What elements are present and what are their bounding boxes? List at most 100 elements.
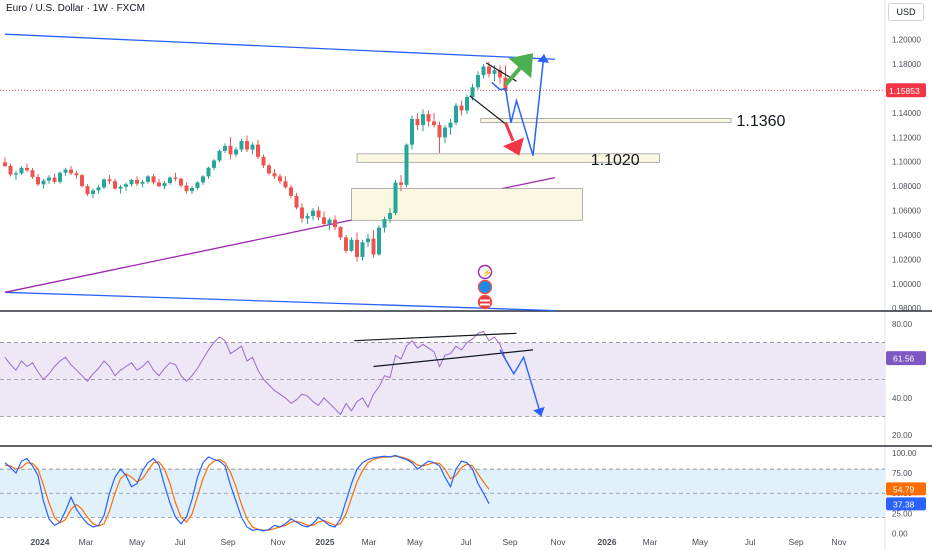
time-axis-label: Jul	[745, 537, 756, 547]
price-tick-label: 1.02000	[892, 255, 921, 264]
candle-body	[344, 237, 348, 251]
flag-lower-line	[469, 95, 506, 125]
candle-body	[459, 105, 464, 111]
candle-body	[256, 144, 260, 157]
candle-body	[448, 122, 453, 128]
time-axis-label: Sep	[220, 537, 235, 547]
bullish-arrow-shaft	[503, 63, 525, 87]
bearish-arrow-head	[503, 137, 524, 156]
price-tick-label: 1.14000	[892, 109, 921, 118]
lightning-glyph: ⚡	[482, 268, 492, 278]
currency-button[interactable]: USD	[888, 3, 924, 21]
price-tick-label: 1.12000	[892, 133, 921, 142]
candle-body	[250, 144, 255, 150]
us-event-icon[interactable]	[477, 294, 493, 310]
price-tick-label: 1.20000	[892, 36, 921, 45]
time-axis-label: Nov	[831, 537, 847, 547]
candle-body	[162, 183, 167, 187]
candle-body	[58, 172, 62, 182]
candle-body	[245, 140, 249, 150]
eu-event-icon[interactable]	[477, 279, 493, 295]
rsi-line	[4, 330, 506, 416]
candle-body	[47, 177, 51, 181]
candle-body	[498, 70, 502, 78]
candle-body	[80, 175, 84, 187]
candle-body	[3, 162, 7, 166]
candle-body	[404, 144, 409, 185]
level-label-1360: 1.1360	[737, 113, 786, 130]
rsi-value: 61.56	[893, 354, 915, 364]
stoch-k-badge	[886, 497, 926, 511]
rsi-tick-label: 40.00	[892, 394, 913, 403]
candle-body	[272, 173, 277, 177]
candle-body	[168, 177, 172, 184]
candle-body	[173, 177, 178, 179]
candle-body	[30, 170, 35, 177]
candle-body	[355, 239, 359, 257]
candle-body	[261, 156, 266, 166]
time-axis-label: 2025	[316, 537, 335, 547]
rsi-tick-label: 20.00	[892, 431, 913, 440]
channel-lower-line	[4, 291, 556, 312]
candle-body	[294, 195, 299, 208]
stoch-tick-label: 100.00	[892, 449, 917, 458]
us-flag-stripe	[480, 303, 490, 306]
candle-body	[239, 140, 244, 150]
candle-body	[278, 176, 282, 182]
candle-body	[327, 219, 332, 224]
candle-body	[360, 242, 365, 257]
candle-body	[443, 127, 447, 138]
candle-body	[322, 217, 326, 224]
candle-body	[223, 145, 227, 151]
candle-body	[349, 239, 354, 251]
candle-body	[228, 145, 233, 155]
candle-body	[124, 184, 128, 187]
candle-body	[487, 66, 491, 74]
time-axis-label: May	[129, 537, 146, 547]
candle-body	[234, 149, 238, 155]
time-axis-label: Sep	[502, 537, 517, 547]
zone-2-1020	[356, 153, 660, 163]
candle-body	[69, 169, 73, 174]
time-axis-label: Nov	[550, 537, 566, 547]
time-axis-label: May	[692, 537, 709, 547]
candle-body	[206, 167, 211, 177]
time-axis-label: Mar	[362, 537, 377, 547]
rsi-value-badge	[886, 351, 926, 366]
candle-body	[41, 180, 46, 185]
projected-path-arrowhead	[537, 54, 550, 63]
time-axis-label: Jul	[175, 537, 186, 547]
stoch-k-line	[4, 454, 490, 532]
last-price-value: 1.15853	[889, 86, 920, 96]
price-tick-label: 1.18000	[892, 60, 921, 69]
price-tick-label: 1.08000	[892, 182, 921, 191]
rsi-divergence-low	[373, 349, 534, 368]
candle-body	[217, 150, 222, 161]
candle-body	[289, 187, 293, 196]
candle-body	[393, 182, 398, 213]
candle-body	[96, 187, 101, 191]
zone-1-1360	[480, 118, 732, 123]
time-axis-label: Mar	[643, 537, 658, 547]
candle-body	[465, 97, 469, 111]
candle-body	[410, 119, 414, 145]
candle-body	[102, 179, 106, 188]
candle-body	[8, 166, 13, 175]
stoch-tick-label: 0.00	[892, 529, 908, 538]
candle-body	[300, 207, 304, 219]
candle-body	[157, 182, 161, 187]
time-axis-label: 2024	[31, 537, 50, 547]
candle-body	[377, 227, 381, 255]
stoch-tick-label: 25.00	[892, 509, 913, 518]
candle-body	[382, 219, 387, 228]
candle-body	[140, 181, 145, 184]
price-tick-label: 1.10000	[892, 158, 921, 167]
bullish-arrow-head	[508, 53, 533, 79]
stoch-d-line	[4, 455, 490, 531]
candle-body	[399, 182, 403, 185]
channel-upper-line	[4, 33, 556, 60]
lightning-event-icon[interactable]	[477, 264, 493, 280]
level-label-1020: 1.1020	[591, 152, 640, 169]
candle-body	[415, 119, 420, 126]
